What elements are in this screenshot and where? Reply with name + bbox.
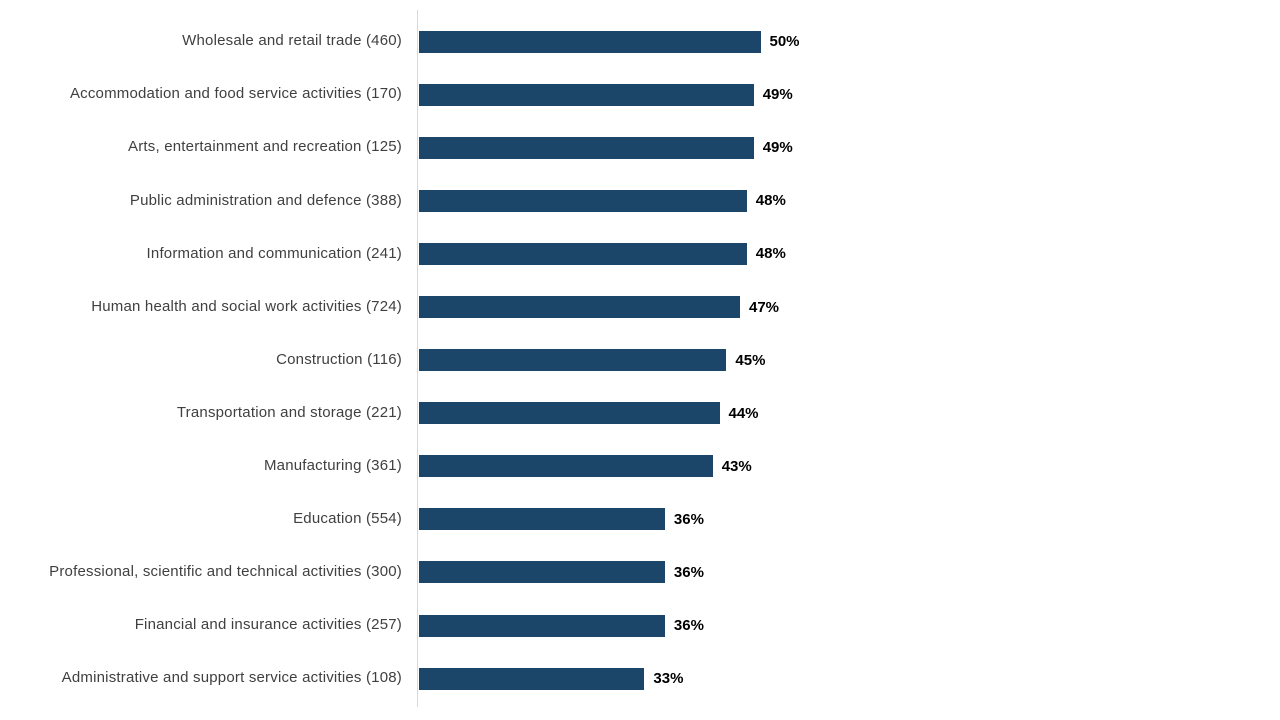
category-label: Education (554) [293,510,402,528]
bar-area: 36% [419,614,704,637]
value-label: 43% [721,457,752,475]
bar [419,508,665,531]
chart-row: Wholesale and retail trade (460) 50% [0,15,1280,68]
category-label: Accommodation and food service activitie… [69,85,402,103]
category-label: Wholesale and retail trade (460) [182,32,402,50]
chart-row: Human health and social work activities … [0,280,1280,333]
axis-baseline [417,10,418,707]
value-label: 48% [755,192,786,210]
bar [419,30,761,53]
bar [419,455,713,478]
bar-area: 47% [419,296,780,319]
bar [419,83,754,106]
bar-area: 33% [419,667,684,690]
chart-row: Administrative and support service activ… [0,652,1280,705]
value-label: 33% [653,670,684,688]
bar-area: 49% [419,136,793,159]
chart-row: Education (554) 36% [0,493,1280,546]
chart-row: Accommodation and food service activitie… [0,68,1280,121]
bar [419,242,747,265]
bar-area: 44% [419,402,759,425]
bar-area: 45% [419,349,766,372]
value-label: 50% [769,33,800,51]
chart-row: Professional, scientific and technical a… [0,546,1280,599]
chart-row: Construction (116) 45% [0,334,1280,387]
bar [419,349,727,372]
bar-area: 48% [419,189,786,212]
chart-row: Arts, entertainment and recreation (125)… [0,121,1280,174]
bar-area: 36% [419,561,704,584]
value-label: 49% [762,139,793,157]
value-label: 44% [728,404,759,422]
category-label: Construction (116) [276,350,402,368]
value-label: 36% [673,563,704,581]
value-label: 48% [755,245,786,263]
category-label: Professional, scientific and technical a… [49,563,402,581]
value-label: 47% [749,298,780,316]
chart-row: Financial and insurance activities (257)… [0,599,1280,652]
category-label: Manufacturing (361) [263,457,402,475]
chart-row: Public administration and defence (388) … [0,174,1280,227]
category-label: Arts, entertainment and recreation (125) [128,138,402,156]
category-label: Information and communication (241) [146,244,402,262]
value-label: 36% [673,510,704,528]
bar [419,667,645,690]
value-label: 36% [673,617,704,635]
category-label: Human health and social work activities … [91,297,402,315]
bar [419,189,747,212]
bar [419,402,720,425]
bar-area: 50% [419,30,800,53]
category-label: Transportation and storage (221) [176,403,402,421]
bar-area: 48% [419,242,786,265]
chart-row: Information and communication (241) 48% [0,227,1280,280]
value-label: 49% [762,86,793,104]
bar [419,296,740,319]
bar-area: 36% [419,508,704,531]
bar-area: 49% [419,83,793,106]
chart-row: Manufacturing (361) 43% [0,440,1280,493]
chart-rows: Wholesale and retail trade (460) 50% Acc… [0,15,1280,705]
bar [419,614,665,637]
bar [419,561,665,584]
category-label: Financial and insurance activities (257) [134,616,402,634]
value-label: 45% [735,351,766,369]
category-label: Administrative and support service activ… [61,669,402,687]
chart-row: Transportation and storage (221) 44% [0,387,1280,440]
bar-area: 43% [419,455,752,478]
category-label: Public administration and defence (388) [129,191,402,209]
bar [419,136,754,159]
